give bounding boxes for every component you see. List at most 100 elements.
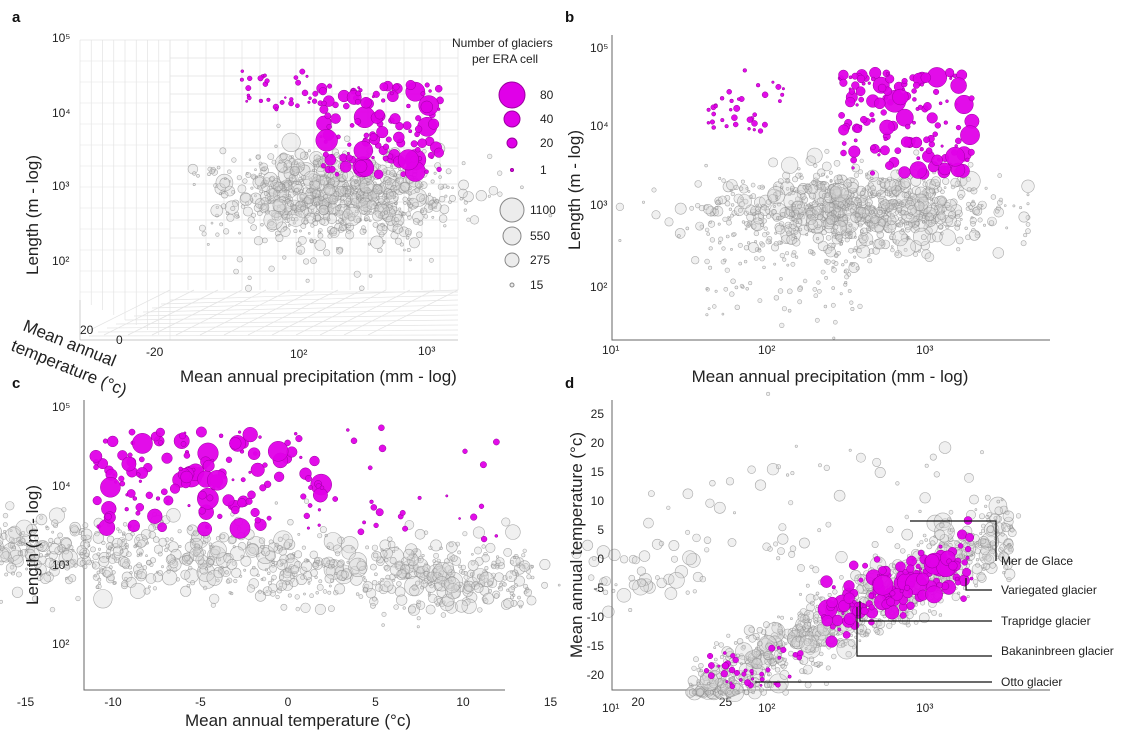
glacier-point-grey [619,555,629,564]
glacier-point-magenta [901,77,908,85]
glacier-point-grey [392,223,403,234]
glacier-point-magenta [906,555,917,567]
glacier-point-grey [308,204,318,215]
glacier-point-grey [380,222,386,228]
glacier-point-grey [927,609,932,613]
glacier-point-grey [734,304,740,310]
glacier-point-grey [809,564,814,569]
glacier-point-grey [207,166,213,172]
d-ytick-label: 5 [597,523,604,537]
glacier-point-grey [300,205,306,211]
glacier-point-grey [287,518,294,526]
glacier-point-grey [458,179,469,191]
glacier-point-grey [894,543,901,550]
glacier-point-grey [1000,532,1005,537]
glacier-point-grey [383,176,391,183]
glacier-point-grey [384,557,389,563]
glacier-point-grey [377,247,383,254]
glacier-point-grey [949,527,955,533]
glacier-point-grey [325,186,334,196]
glacier-point-grey [377,581,381,585]
glacier-point-grey [802,626,807,631]
glacier-point-magenta [258,98,264,104]
glacier-point-magenta [183,452,191,459]
glacier-point-magenta [957,543,964,549]
glacier-point-grey [299,151,309,161]
glacier-point-grey [782,257,787,262]
glacier-point-grey [779,322,785,329]
glacier-point-grey [292,190,298,196]
glacier-point-magenta [239,77,244,82]
glacier-point-grey [874,466,886,478]
glacier-point-grey [436,558,441,563]
glacier-point-magenta [118,475,125,482]
glacier-point-grey [256,210,263,216]
glacier-point-magenta [924,553,940,569]
glacier-point-grey [729,189,733,192]
glacier-point-grey [232,545,236,549]
glacier-point-grey [720,259,726,265]
glacier-point-grey [116,527,120,531]
glacier-point-magenta [964,545,972,553]
legend-grey-275 [504,252,520,268]
glacier-point-magenta [878,566,887,575]
glacier-point-grey [734,285,739,290]
glacier-point-magenta [480,535,488,543]
glacier-point-grey [448,542,454,548]
glacier-point-grey [431,215,435,219]
glacier-point-magenta [169,483,181,494]
glacier-point-magenta [371,95,375,99]
glacier-point-grey [119,549,124,554]
glacier-point-grey [475,190,487,202]
glacier-point-grey [839,179,844,184]
glacier-point-magenta [894,147,902,155]
glacier-point-grey [805,233,809,237]
glacier-point-grey [106,548,111,554]
glacier-point-grey [682,550,697,566]
glacier-point-grey [757,212,765,219]
glacier-point-magenta [720,118,725,123]
glacier-point-grey [445,168,452,175]
glacier-point-grey [277,204,281,208]
glacier-point-grey [75,595,81,602]
glacier-point-grey [180,585,192,597]
glacier-point-grey [530,564,534,569]
glacier-point-grey [498,586,504,592]
glacier-point-grey [738,261,743,266]
glacier-point-grey [746,241,751,245]
glacier-point-grey [319,218,326,225]
glacier-point-grey [858,169,863,175]
glacier-point-grey [798,634,817,653]
b-xtick-1e3: 10³ [916,343,933,357]
glacier-point-magenta [217,513,223,520]
glacier-point-grey [739,186,744,191]
glacier-point-grey [616,588,632,603]
glacier-point-grey [938,441,952,454]
glacier-point-grey [293,229,298,234]
glacier-point-grey [855,266,860,271]
glacier-point-grey [297,533,301,536]
glacier-point-grey [363,215,370,222]
glacier-point-grey [259,162,269,172]
glacier-point-grey [365,545,370,550]
legend-grey-15 [509,282,515,288]
glacier-point-grey [368,274,373,278]
glacier-point-magenta [752,112,758,118]
glacier-point-grey [733,641,738,645]
glacier-point-grey [233,268,239,275]
glacier-point-grey [462,191,474,203]
glacier-point-magenta [858,577,864,583]
glacier-point-grey [840,239,844,243]
glacier-point-magenta [374,109,385,120]
glacier-point-magenta [949,76,953,80]
glacier-point-grey [955,236,964,245]
glacier-point-grey [216,165,221,170]
glacier-point-magenta [911,88,917,94]
glacier-point-grey [369,175,373,179]
glacier-point-grey [387,540,396,549]
glacier-point-grey [335,205,341,211]
glacier-point-grey [839,292,843,296]
glacier-point-grey [860,190,865,196]
glacier-point-grey [343,135,351,142]
glacier-point-grey [287,211,292,216]
